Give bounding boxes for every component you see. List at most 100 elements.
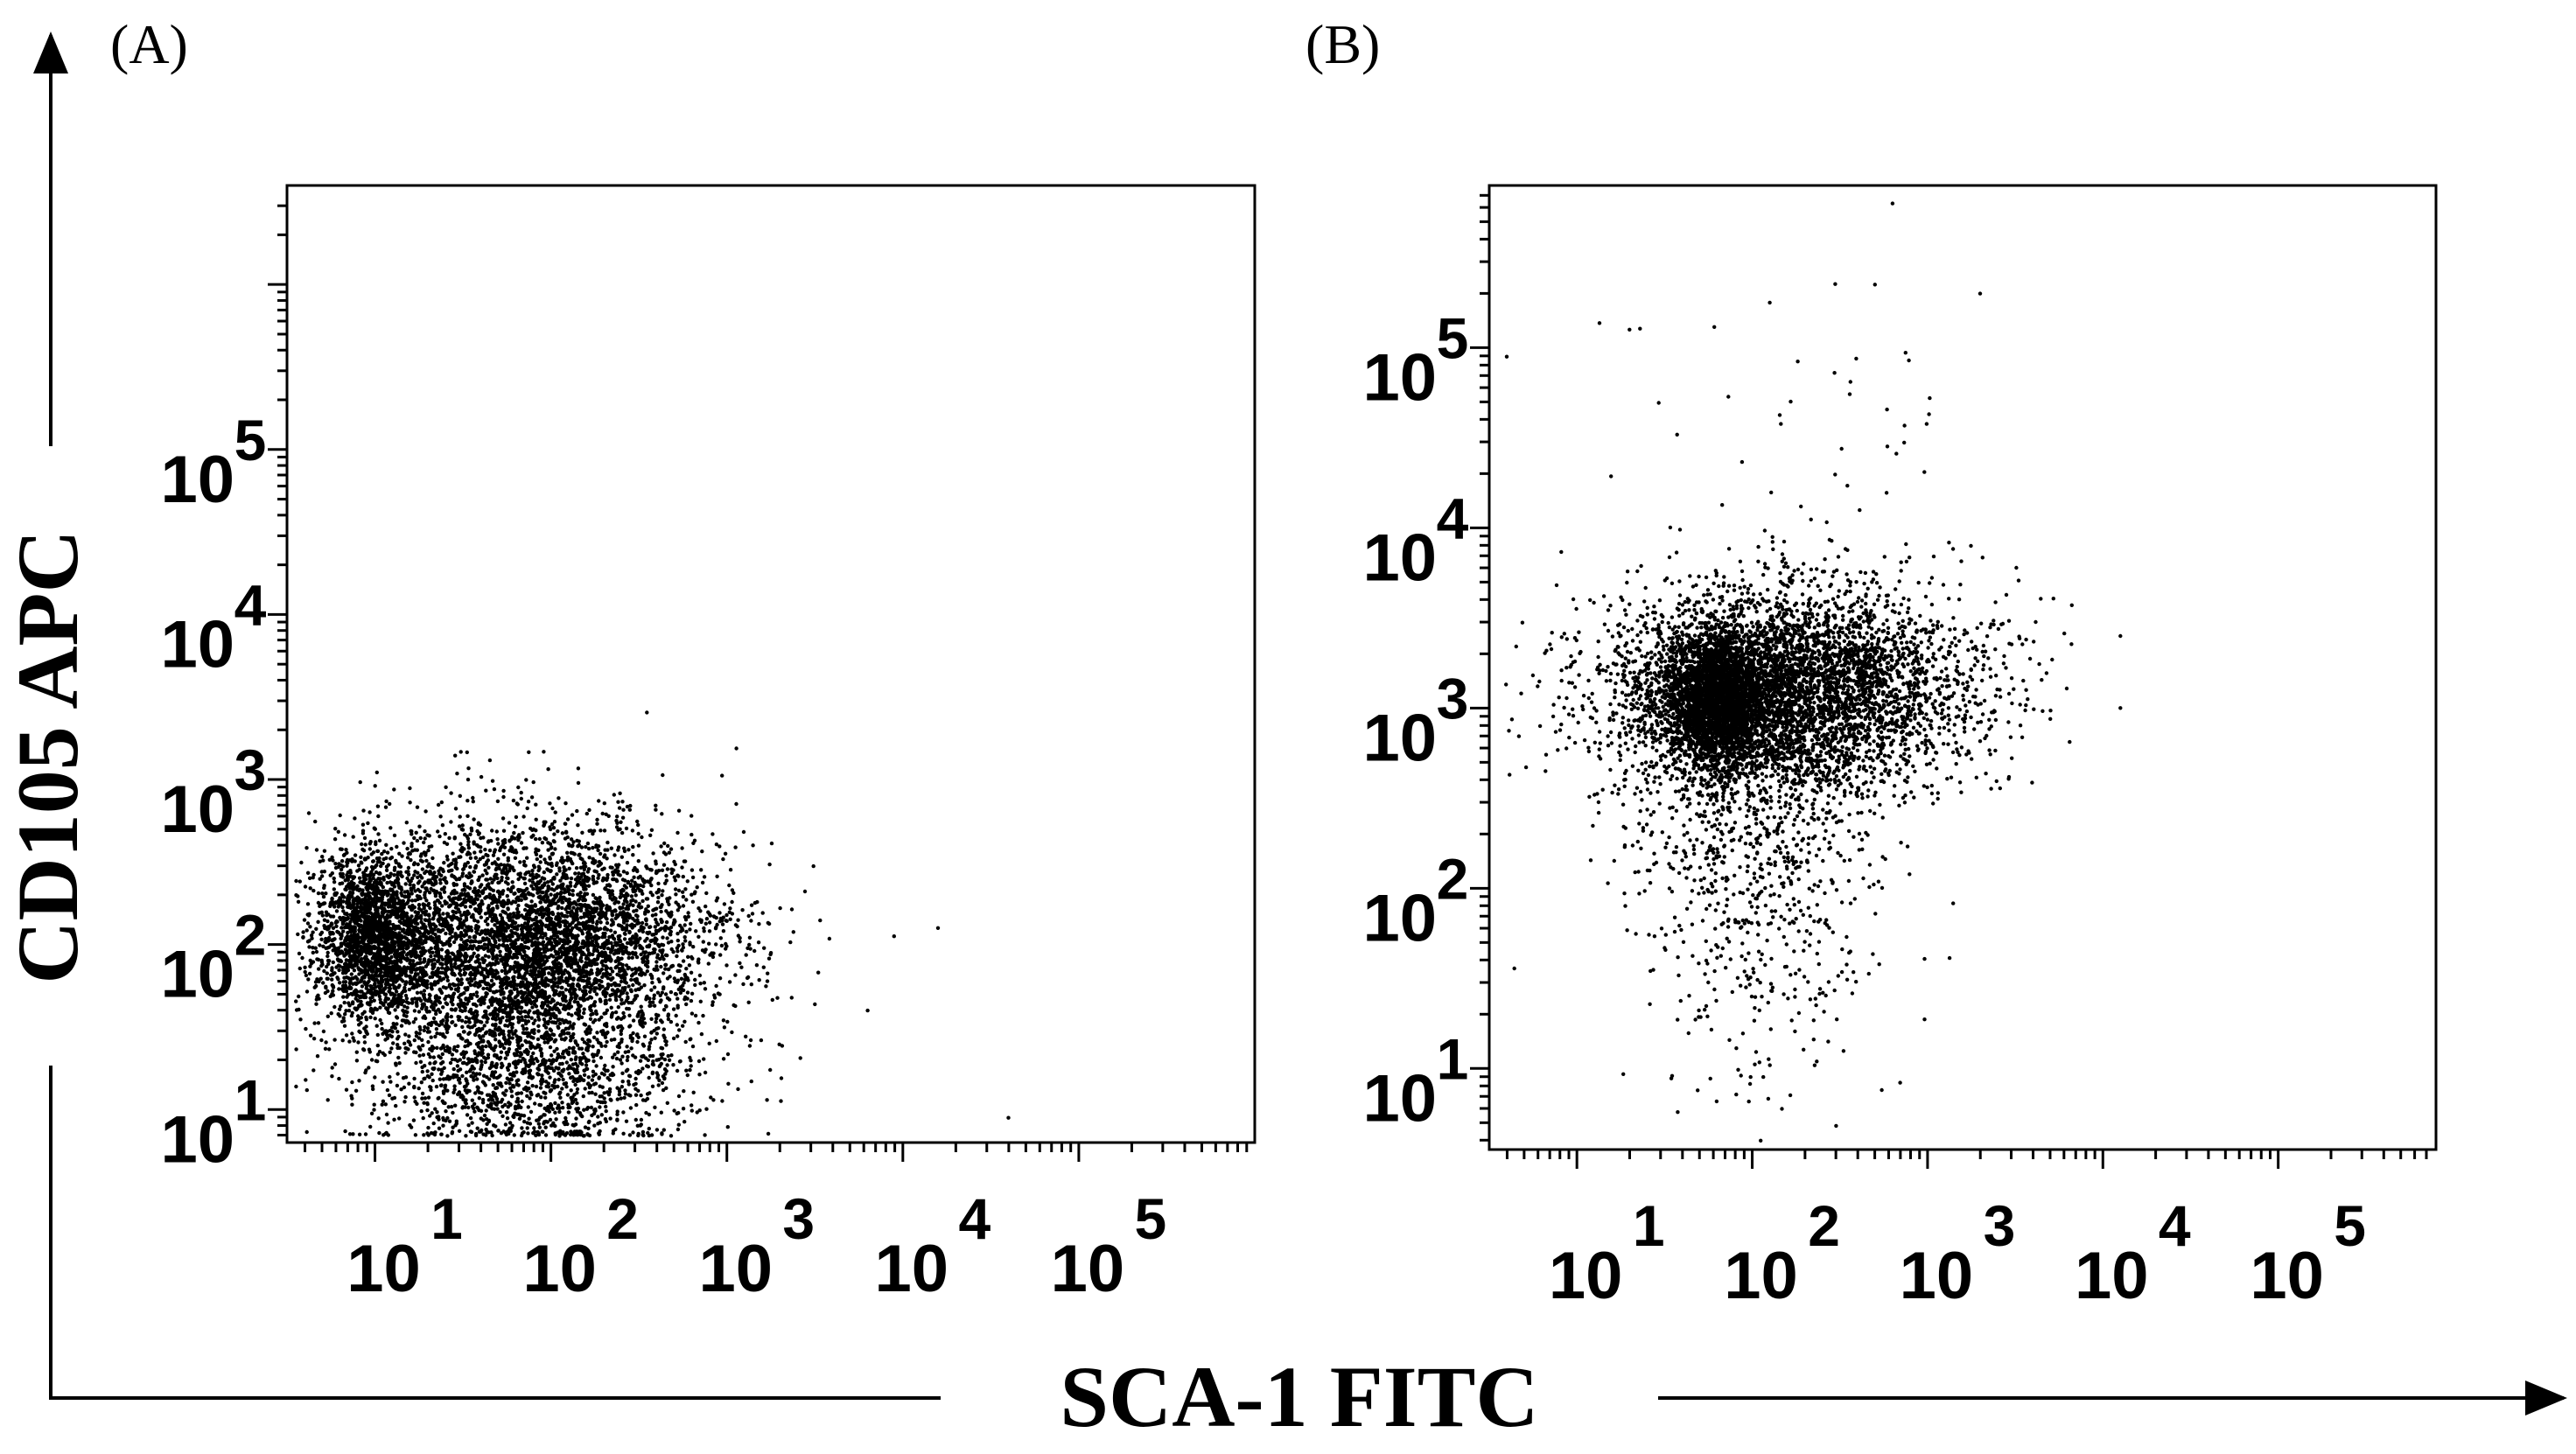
scatter-point [528,910,534,915]
scatter-point [436,802,441,807]
scatter-point [598,1105,602,1109]
scatter-point [445,912,451,917]
scatter-point [631,1031,635,1036]
scatter-point [676,978,680,982]
scatter-point [631,982,635,988]
scatter-point [683,975,688,979]
scatter-point [576,766,581,771]
scatter-point [587,828,592,833]
scatter-point [603,950,607,955]
scatter-point [624,963,629,968]
scatter-point [444,931,448,936]
scatter-point [443,899,447,904]
scatter-point [529,795,535,800]
scatter-point [453,954,458,959]
scatter-point [491,944,495,948]
scatter-point [702,875,707,879]
scatter-point [551,954,556,959]
scatter-point [475,994,480,998]
scatter-point [636,831,640,836]
scatter-point [459,827,464,832]
scatter-point [550,822,555,827]
scatter-point [513,824,518,828]
scatter-point [496,880,500,885]
scatter-point [556,984,560,989]
scatter-point [578,891,583,895]
scatter-point [811,863,816,869]
scatter-point [500,816,506,821]
scatter-point [648,925,653,929]
scatter-point [389,1046,394,1051]
scatter-point [557,923,563,927]
scatter-point [622,937,627,941]
scatter-point [684,929,689,934]
scatter-point [626,984,631,989]
scatter-point [667,1058,672,1063]
scatter-point [312,888,316,893]
scatter-point [614,825,620,829]
scatter-point [534,802,538,807]
scatter-point [659,942,664,947]
scatter-point [305,921,311,926]
scatter-point [660,990,664,995]
scatter-point [578,949,582,954]
scatter-point [522,859,527,864]
scatter-point [494,955,498,960]
scatter-point [649,939,654,943]
scatter-point [613,1010,619,1015]
scatter-point [659,918,663,922]
scatter-point [471,795,475,800]
scatter-point [463,945,468,949]
scatter-point [493,874,497,878]
scatter-point [543,978,548,983]
scatter-point [456,926,461,931]
scatter-point [738,961,742,966]
scatter-point [468,905,472,909]
scatter-point [397,1061,402,1066]
scatter-point [486,905,491,911]
scatter-point [535,856,539,862]
scatter-point [500,933,506,938]
scatter-point [450,968,454,972]
scatter-point [732,891,736,895]
scatter-point [388,801,392,807]
scatter-point [662,926,667,931]
scatter-point [718,911,722,915]
scatter-point [485,860,489,864]
scatter-point [693,977,697,982]
scatter-point [479,915,483,919]
scatter-point [512,978,516,983]
scatter-point [451,1020,455,1024]
scatter-point [533,988,538,992]
scatter-point [569,955,573,961]
scatter-point [631,1018,636,1023]
scatter-point [750,912,755,916]
scatter-point [492,849,497,855]
scatter-point [591,892,596,898]
scatter-point [492,786,497,792]
scatter-point [462,884,467,888]
scatter-point [756,940,761,945]
scatter-point [474,990,480,995]
scatter-point [508,1006,514,1011]
scatter-point [501,788,506,793]
scatter-point [595,821,599,826]
scatter-point [646,909,650,914]
scatter-point [689,1059,693,1063]
scatter-point [495,904,500,908]
scatter-point [600,959,605,963]
scatter-point [428,905,432,911]
scatter-point [508,938,513,943]
scatter-point [648,867,653,872]
scatter-point [500,1016,505,1020]
scatter-point [727,883,732,888]
scatter-point [509,845,514,849]
scatter-point [522,877,527,881]
scatter-point [598,920,603,925]
scatter-point [612,930,618,935]
scatter-point [690,899,696,905]
scatter-point [378,1017,382,1023]
scatter-point [594,921,599,926]
scatter-point [630,936,634,940]
scatter-point [637,982,641,986]
